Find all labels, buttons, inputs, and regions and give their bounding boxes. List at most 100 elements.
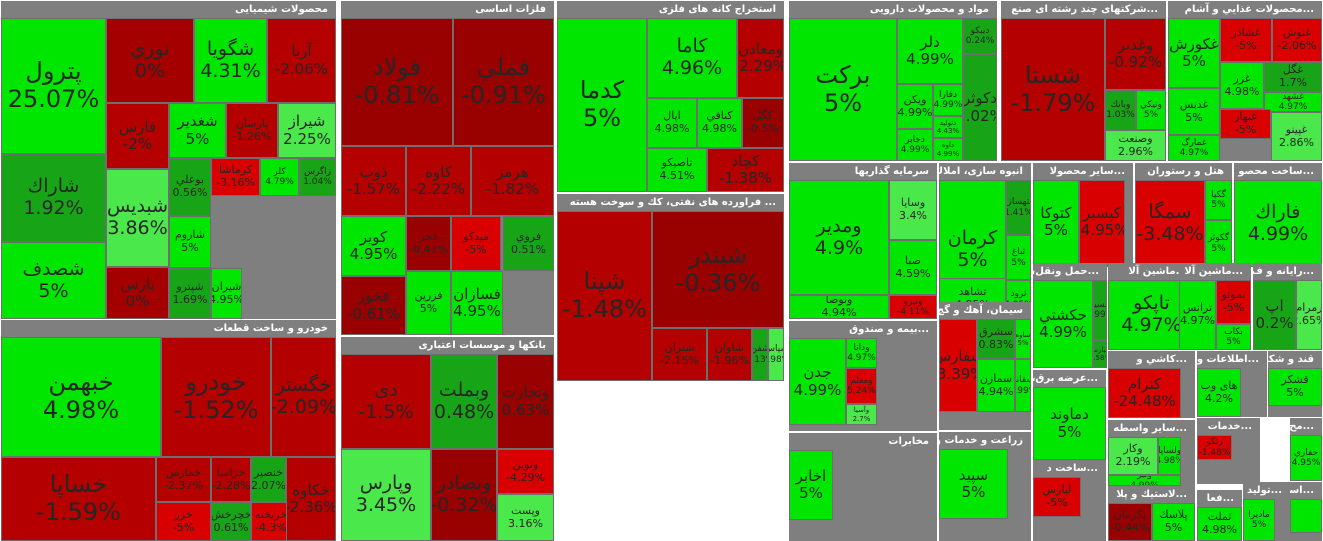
stock-tile[interactable]: رمرام2.65% <box>1296 280 1322 350</box>
sector-title[interactable]: ...مح <box>1290 421 1314 432</box>
sector-title[interactable]: استخراج كانه های فلزی <box>658 4 776 15</box>
stock-tile[interactable]: غكورش 5% <box>1168 18 1220 88</box>
sector-title[interactable]: ...محصولات غذايي و آشام <box>1184 4 1314 15</box>
stock-tile[interactable]: غشاذر -5% <box>1220 18 1272 62</box>
stock-tile[interactable]: وليز 4.99% <box>1108 475 1181 486</box>
stock-tile[interactable]: ثتهسازا1.41% <box>1006 180 1031 235</box>
sector-title[interactable]: ...رايانه و ف <box>1253 266 1314 277</box>
sector-title[interactable]: هتل و رستوران <box>1147 166 1224 177</box>
stock-tile[interactable]: كلر 4.79% <box>260 158 299 196</box>
stock-tile[interactable]: بوعلي 0.56% <box>169 158 211 216</box>
stock-tile[interactable]: مادیرا 5% <box>1243 499 1275 541</box>
sector-title[interactable]: ...بیمه و صندوق <box>849 324 929 335</box>
sector-title[interactable]: قند و شکر <box>1268 354 1314 365</box>
sector-title[interactable]: ...عرضه برق، گا <box>1033 373 1098 384</box>
stock-tile[interactable]: پارسان -1.26% <box>226 103 278 158</box>
sector-title[interactable]: ...است <box>1290 485 1314 496</box>
stock-tile[interactable]: كاوه -2.22% <box>406 146 471 216</box>
sector-title[interactable]: مخابرات <box>888 436 929 447</box>
stock-tile[interactable]: گكوثر 5% <box>1205 220 1232 267</box>
stock-tile[interactable]: كچاد -1.38% <box>707 148 784 192</box>
stock-tile[interactable]: شتران -2.15% <box>652 328 707 381</box>
stock-tile[interactable]: ذوب -1.57% <box>341 146 406 216</box>
sector-title[interactable]: ...سایر محصولا <box>1049 166 1125 177</box>
stock-tile[interactable]: نوري 0% <box>106 18 194 103</box>
stock-tile[interactable]: صبا 4.59% <box>889 240 937 295</box>
stock-tile[interactable]: داوه 4.99% <box>933 138 963 161</box>
sector-title[interactable]: ...فعا <box>1206 493 1234 504</box>
stock-tile[interactable]: ميدكو -5% <box>451 216 501 271</box>
stock-tile[interactable]: دفارا 4.99% <box>933 84 963 116</box>
stock-tile[interactable]: بركت 5% <box>789 18 897 161</box>
stock-tile[interactable]: ثملت 4.98% <box>1197 507 1242 541</box>
stock-tile[interactable]: وسايا 3.4% <box>889 180 937 240</box>
stock-tile[interactable]: شپترو 1.69% <box>169 268 211 319</box>
sector-title[interactable]: ...اطلاعات و ار <box>1197 354 1259 365</box>
stock-tile[interactable]: دماوند 5% <box>1033 387 1106 460</box>
stock-tile[interactable]: ساوه 5% <box>1015 319 1031 359</box>
stock-tile[interactable]: غبهار -5% <box>1220 109 1271 139</box>
stock-tile[interactable]: شبديس 3.86% <box>106 169 169 267</box>
stock-tile[interactable]: وتجارت 0.63% <box>497 354 554 449</box>
stock-tile[interactable]: دلر 4.99% <box>897 18 963 84</box>
stock-tile[interactable]: فجر -0.47% <box>406 216 451 271</box>
stock-tile[interactable]: شيران4.95% <box>211 268 242 319</box>
sector-title[interactable]: مواد و محصولات دارويی <box>869 4 989 15</box>
sector-title[interactable]: ...لاستيك و پلا <box>1116 489 1187 500</box>
stock-tile[interactable]: ولساپا4.98% <box>1158 437 1181 475</box>
stock-tile[interactable]: فزرين 5% <box>406 271 451 335</box>
stock-tile[interactable]: شستا -1.79% <box>1001 18 1105 161</box>
stock-tile[interactable]: فولاد -0.81% <box>341 18 453 146</box>
stock-tile[interactable]: ونيرو -4.11% <box>889 295 937 319</box>
sector-title[interactable]: سیمان، آهك و گچ <box>939 305 1023 316</box>
stock-tile[interactable]: پترول 25.07% <box>1 18 106 154</box>
stock-tile[interactable]: سمازن 4.94% <box>977 359 1015 412</box>
stock-tile[interactable]: فاراك 4.99% <box>1234 180 1322 267</box>
stock-tile[interactable]: كنرام -24.48% <box>1108 368 1181 418</box>
stock-tile[interactable]: خبهمن 4.98% <box>1 337 161 457</box>
stock-tile[interactable]: كگل -0.5% <box>742 98 784 148</box>
stock-tile[interactable]: دتوليد 4.43% <box>933 116 963 138</box>
stock-tile[interactable]: بارس 0% <box>106 267 169 319</box>
stock-tile[interactable]: غزر 4.98% <box>1220 62 1264 109</box>
stock-tile[interactable]: ترانس 4.97% <box>1179 280 1216 350</box>
stock-tile[interactable]: های وب 4.2% <box>1197 368 1241 417</box>
stock-tile[interactable]: فخوز -0.61% <box>341 276 406 335</box>
sector-title[interactable]: ...ماشين آلا <box>1184 266 1243 277</box>
sector-title[interactable]: ...ماشين آلا <box>1128 266 1187 277</box>
stock-tile[interactable]: شيراز 2.25% <box>278 103 336 158</box>
stock-tile[interactable]: شپنا -1.48% <box>557 211 652 381</box>
stock-tile[interactable]: حكشتي 4.99% <box>1033 280 1093 368</box>
sector-title[interactable]: ...ساخت د <box>1046 463 1098 474</box>
stock-tile[interactable]: وكار 2.19% <box>1108 437 1158 475</box>
stock-tile[interactable]: كپسير-4.95% <box>1079 180 1125 264</box>
stock-tile[interactable]: زاگرس 1.04% <box>299 158 336 196</box>
stock-tile[interactable]: قشكر 5% <box>1268 368 1322 406</box>
sector-title[interactable]: فلزات اساسی <box>475 4 546 15</box>
sector-title[interactable]: ...ساخت محصو <box>1238 166 1314 177</box>
stock-tile[interactable]: غنوش -2.06% <box>1272 18 1322 62</box>
stock-tile[interactable]: كدما 5% <box>557 18 647 192</box>
stock-tile[interactable]: بموتو -5% <box>1216 280 1251 324</box>
stock-tile[interactable]: خگستر -2.09% <box>271 337 336 457</box>
stock-tile[interactable]: اپ 0.2% <box>1253 280 1296 350</box>
stock-tile[interactable]: سمگا -3.48% <box>1135 180 1205 267</box>
stock-tile[interactable]: غگل 1.7% <box>1264 62 1322 92</box>
stock-tile[interactable]: شبندر -0.36% <box>652 211 784 328</box>
stock-tile[interactable]: شپاس3.98% <box>768 328 784 381</box>
sector-title[interactable]: ...حمل ونقل، انبا <box>1033 266 1099 277</box>
stock-tile[interactable]: ونوصا 4.94% <box>789 295 889 319</box>
stock-tile[interactable]: اپال 4.98% <box>647 98 697 148</box>
stock-tile[interactable]: ومدير 4.9% <box>789 180 889 295</box>
stock-tile[interactable]: خريخته -4.3% <box>251 502 291 541</box>
stock-tile[interactable]: پكرمان -0.44% <box>1108 503 1152 541</box>
stock-tile[interactable]: وبانك 1.03% <box>1105 90 1136 130</box>
stock-tile[interactable]: خچرخش 0.61% <box>211 502 251 541</box>
stock-tile[interactable]: كوير 4.95% <box>341 216 406 276</box>
sector-title[interactable]: ...خدمات <box>1207 421 1252 432</box>
stock-tile[interactable]: هرمز -1.82% <box>471 146 554 216</box>
sector-title[interactable]: محصولات شیمیایی <box>235 4 328 15</box>
stock-tile[interactable]: وبصادر -0.32% <box>431 449 497 541</box>
stock-tile[interactable]: فملي -0.91% <box>453 18 554 146</box>
stock-tile[interactable]: جدن 4.99% <box>789 338 846 425</box>
